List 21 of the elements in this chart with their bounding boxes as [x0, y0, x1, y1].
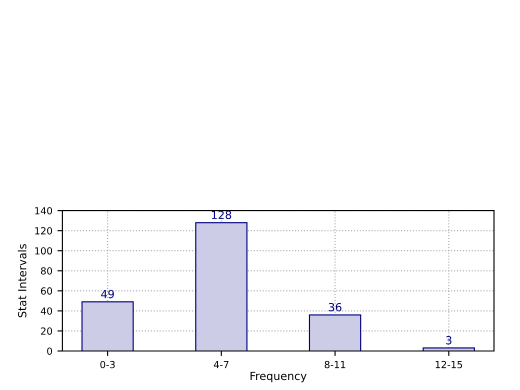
y-tick-label: 20 — [41, 327, 52, 335]
y-tick-label: 0 — [47, 347, 52, 355]
bar — [308, 314, 362, 351]
x-tick-label: 8-11 — [324, 360, 346, 368]
data-label: 3 — [446, 336, 452, 344]
data-label: 36 — [328, 302, 342, 312]
x-axis-title: Frequency — [250, 372, 307, 382]
x-tick-label: 4-7 — [214, 361, 228, 368]
y-tick-label: 80 — [40, 267, 52, 275]
y-tick-label: 100 — [35, 247, 52, 255]
data-label: 128 — [212, 210, 232, 220]
y-axis-title: Stat Intervals — [18, 244, 26, 318]
y-tick-label: 60 — [40, 287, 52, 295]
y-tick-label: 40 — [40, 307, 52, 315]
bar — [81, 301, 134, 351]
data-label: 49 — [101, 290, 114, 298]
y-tick-label: 120 — [35, 227, 52, 234]
bar — [195, 222, 248, 351]
x-tick-label: 0-3 — [100, 360, 115, 368]
y-tick-label: 140 — [35, 207, 52, 214]
x-tick-label: 12-15 — [436, 360, 462, 368]
